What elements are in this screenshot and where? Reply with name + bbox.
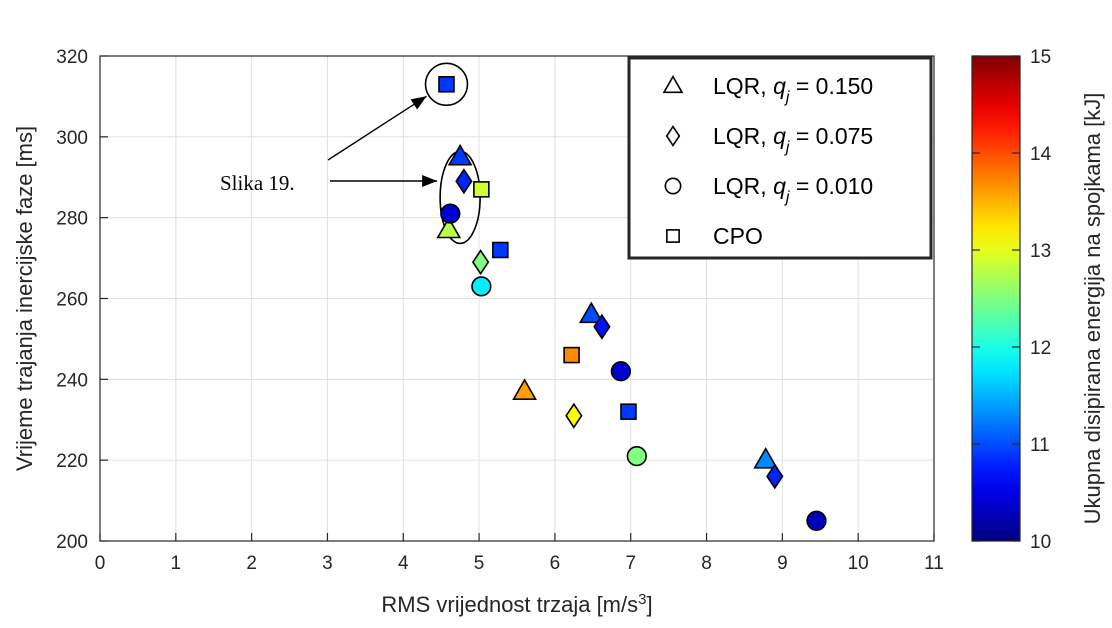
data-point-diamond xyxy=(766,463,784,490)
legend-entry-value: = 0.150 xyxy=(789,73,873,99)
x-tick-label: 2 xyxy=(246,553,257,574)
data-point-diamond xyxy=(565,402,583,429)
data-point-triangle xyxy=(436,216,462,239)
y-tick-label: 240 xyxy=(56,370,88,391)
data-point-circle xyxy=(471,276,492,297)
y-tick-label: 200 xyxy=(56,532,88,553)
x-tick-label: 11 xyxy=(924,553,944,574)
data-point-circle xyxy=(806,510,827,531)
y-tick-labels: 200 220 240 260 280 300 320 xyxy=(56,47,88,553)
legend-entry-var: q xyxy=(773,173,786,199)
colorbar-tick-label: 14 xyxy=(1030,144,1052,165)
legend-entry: CPO xyxy=(713,223,763,249)
x-axis-title-sup: 3 xyxy=(638,591,646,608)
x-axis-title: RMS vrijednost trzaja [m/s3] xyxy=(381,591,652,618)
series-circle xyxy=(440,203,827,531)
data-point-triangle xyxy=(578,301,604,324)
legend-entry-prefix: LQR, xyxy=(713,73,773,99)
legend-entry-prefix: LQR, xyxy=(713,173,773,199)
x-tick-label: 3 xyxy=(322,553,333,574)
data-point-triangle xyxy=(512,378,537,400)
legend-entry: LQR, qj = 0.150 xyxy=(713,73,873,106)
legend-marker-triangle xyxy=(662,74,684,94)
colorbar-tick-label: 15 xyxy=(1030,47,1051,68)
legend-entry-sub: j xyxy=(784,189,790,206)
annotation-arrows xyxy=(327,95,438,187)
annotation-arrow-line xyxy=(327,95,427,161)
legend-entry-var: q xyxy=(773,123,786,149)
x-tick-label: 7 xyxy=(625,553,636,574)
data-point-square xyxy=(620,403,637,420)
series-square xyxy=(438,76,637,420)
data-points xyxy=(436,76,827,531)
legend-entry-var: q xyxy=(773,73,786,99)
legend-entry-sub: j xyxy=(784,139,790,156)
y-tick-label: 320 xyxy=(56,47,88,68)
x-tick-label: 6 xyxy=(550,553,561,574)
legend-entry-value: = 0.075 xyxy=(789,123,873,149)
colorbar-tick-label: 13 xyxy=(1030,241,1051,262)
colorbar-tick-label: 11 xyxy=(1030,435,1050,456)
x-tick-labels: 0 1 2 3 4 5 6 7 8 9 10 11 xyxy=(95,553,944,574)
x-tick-label: 5 xyxy=(474,553,485,574)
x-tick-label: 9 xyxy=(777,553,788,574)
legend-marker-diamond xyxy=(665,125,681,147)
annotation-label: Slika 19. xyxy=(220,171,295,195)
y-tick-label: 300 xyxy=(56,128,88,149)
annotation-arrow-head xyxy=(410,96,427,110)
data-point-diamond xyxy=(593,313,611,340)
colorbar: 10 11 12 13 14 15 xyxy=(971,47,1052,553)
x-tick-label: 1 xyxy=(171,553,182,574)
data-point-square xyxy=(563,346,580,364)
data-point-diamond xyxy=(455,168,473,195)
x-axis-title-main: RMS vrijednost trzaja [m/s xyxy=(381,592,638,617)
data-point-circle xyxy=(610,361,632,382)
legend-entry-value: = 0.010 xyxy=(789,173,873,199)
x-axis-title-end: ] xyxy=(646,592,652,617)
data-point-triangle xyxy=(753,447,779,469)
annotation-ellipse-top xyxy=(424,62,469,107)
x-tick-label: 0 xyxy=(95,553,106,574)
colorbar-scale xyxy=(971,55,1021,542)
data-point-circle xyxy=(626,445,647,467)
x-tick-label: 8 xyxy=(701,553,712,574)
series-diamond xyxy=(455,168,784,490)
data-point-diamond xyxy=(471,249,490,276)
y-tick-label: 260 xyxy=(56,290,88,311)
data-point-square xyxy=(438,76,455,93)
legend-entry-prefix: CPO xyxy=(713,223,763,249)
data-point-square xyxy=(492,241,509,259)
data-point-square xyxy=(473,181,490,198)
series-triangle xyxy=(436,143,779,469)
annotation-arrow-head xyxy=(422,175,438,187)
legend-entry: LQR, qj = 0.010 xyxy=(713,173,873,206)
legend-box xyxy=(627,56,933,260)
data-point-triangle xyxy=(447,143,473,166)
colorbar-tick-label: 10 xyxy=(1030,532,1051,553)
y-tick-label: 220 xyxy=(56,451,88,472)
legend-marker-circle xyxy=(664,177,682,195)
colorbar-title: Ukupna disipirana energija na spojkama [… xyxy=(1080,93,1105,525)
y-axis-title: Vrijeme trajanja inercijske faze [ms] xyxy=(12,126,37,471)
y-tick-label: 280 xyxy=(56,209,88,230)
legend-entry: LQR, qj = 0.075 xyxy=(713,123,873,156)
legend-entry-prefix: LQR, xyxy=(713,123,773,149)
data-point-circle xyxy=(440,203,461,224)
legend-entry-sub: j xyxy=(784,89,790,106)
legend-marker-square xyxy=(666,229,680,243)
colorbar-tick-label: 12 xyxy=(1030,338,1051,359)
axis-ticks xyxy=(99,55,935,542)
x-tick-label: 4 xyxy=(398,553,409,574)
x-tick-label: 10 xyxy=(848,553,869,574)
